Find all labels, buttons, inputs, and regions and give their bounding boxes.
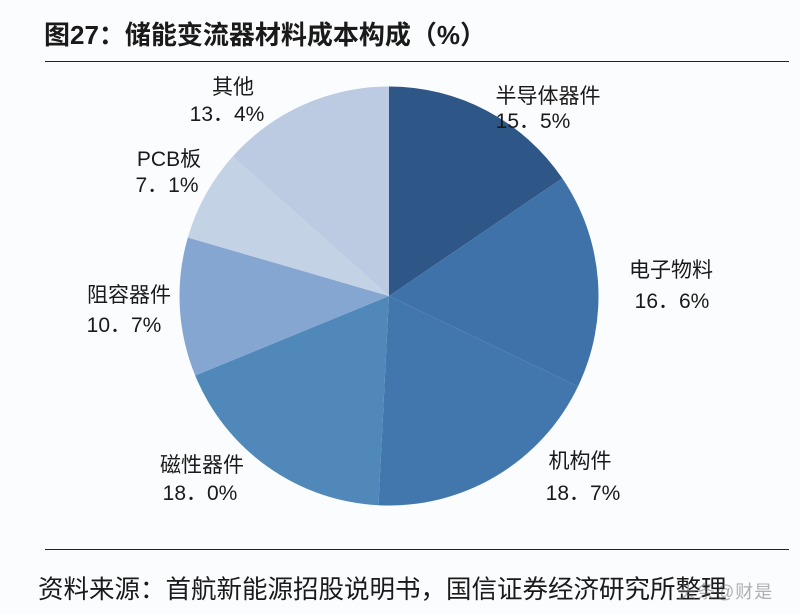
svg-text:电子物料: 电子物料 (629, 259, 713, 282)
svg-text:13．4%: 13．4% (190, 103, 265, 126)
svg-text:15．5%: 15．5% (496, 110, 571, 133)
svg-text:机构件: 机构件 (549, 450, 612, 473)
svg-text:PCB板: PCB板 (137, 148, 201, 171)
svg-text:半导体器件: 半导体器件 (496, 85, 601, 108)
svg-text:18．0%: 18．0% (163, 482, 238, 505)
svg-text:10．7%: 10．7% (87, 314, 162, 337)
svg-text:18．7%: 18．7% (546, 482, 621, 505)
svg-text:其他: 其他 (212, 76, 254, 99)
svg-text:7．1%: 7．1% (135, 174, 198, 197)
svg-text:磁性器件: 磁性器件 (160, 454, 244, 477)
svg-text:阻容器件: 阻容器件 (87, 284, 171, 307)
svg-text:16．6%: 16．6% (635, 290, 710, 313)
